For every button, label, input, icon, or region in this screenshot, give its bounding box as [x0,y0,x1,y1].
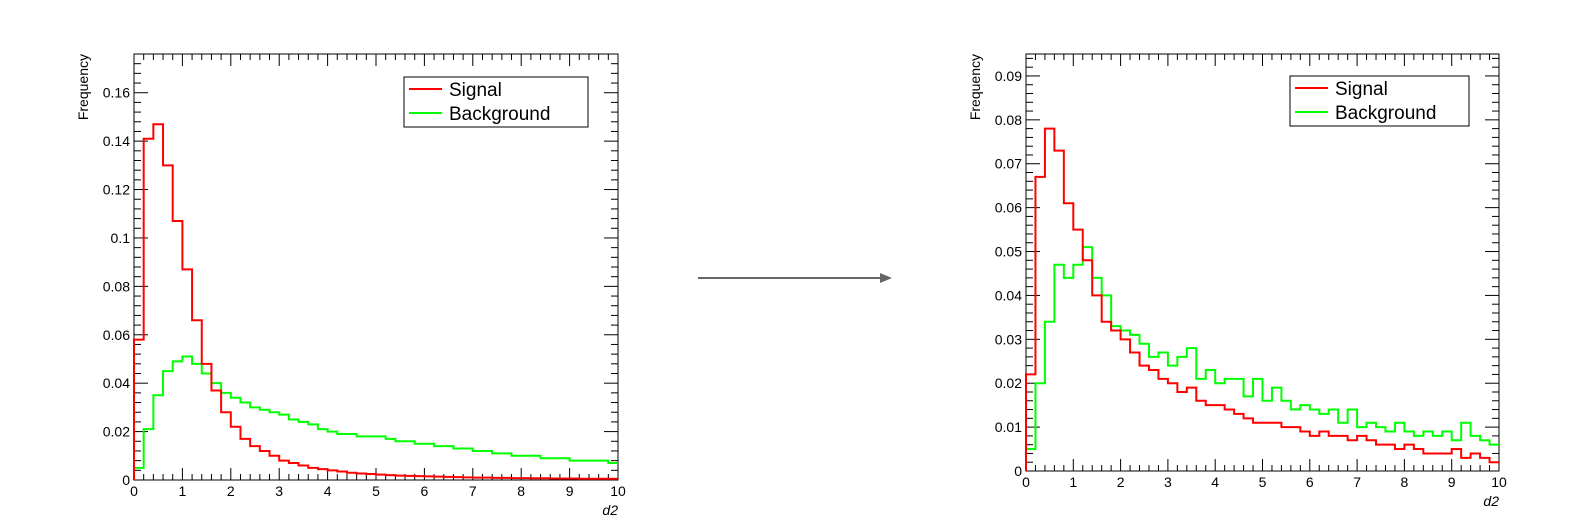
x-tick-label: 8 [517,483,525,499]
x-tick-label: 3 [1164,474,1172,490]
chart-2: 0 1 2 3 4 5 6 7 8 9 10 0 0.01 0.02 0.03 0.04 0.05 0.06 0.0… [967,53,1507,509]
x-tick-label: 1 [1069,474,1077,490]
chart-1: 0 1 2 3 4 5 6 7 8 9 10 0 0.02 0.04 0.06 0.08 0.1 0.12 0.14… [75,53,626,518]
x-tick-label: 2 [227,483,235,499]
legend-box [403,76,589,128]
x-tick-label: 10 [1491,474,1507,490]
series-signal-line [1025,127,1499,471]
x-tick-label: 6 [421,483,429,499]
x-tick-label: 9 [1448,474,1456,490]
legend-label-signal: Signal [449,80,502,101]
x-tick-label: 8 [1401,474,1409,490]
x-tick-label: 5 [1259,474,1267,490]
y-axis-title: Frequency [967,54,983,120]
y-tick-label: 0.09 [995,68,1022,84]
x-tick-label: 4 [1211,474,1219,490]
x-tick-label: 9 [566,483,574,499]
x-tick-label: 0 [1022,474,1030,490]
y-tick-label: 0.01 [995,419,1022,435]
legend-label-signal: Signal [1335,79,1388,100]
y-tick-label: 0.06 [995,200,1022,216]
y-tick-label: 0.12 [103,182,130,198]
series-background-line [1025,246,1499,471]
x-tick-label: 3 [275,483,283,499]
x-tick-label: 2 [1117,474,1125,490]
y-tick-label: 0.02 [995,375,1022,391]
y-tick-label: 0 [1014,463,1022,479]
y-tick-label: 0.04 [995,287,1022,303]
x-axis-title: d2 [602,502,618,518]
y-tick-label: 0.14 [103,133,130,149]
legend-label-background: Background [1335,103,1436,124]
y-tick-label: 0.1 [111,230,131,246]
legend-label-background: Background [449,104,550,125]
x-tick-label: 5 [372,483,380,499]
y-tick-label: 0.02 [103,424,130,440]
x-tick-label: 1 [179,483,187,499]
y-tick-label: 0.03 [995,331,1022,347]
y-tick-label: 0.05 [995,244,1022,260]
series-signal-line [133,123,618,480]
legend-box [1289,75,1470,127]
y-tick-label: 0.08 [103,278,130,294]
series-background-line [133,355,618,480]
x-axis-title: d2 [1483,493,1499,509]
y-tick-label: 0.07 [995,156,1022,172]
y-tick-label: 0 [122,472,130,488]
arrow-head [880,273,892,283]
x-tick-label: 4 [324,483,332,499]
x-tick-label: 0 [130,483,138,499]
y-axis-title: Frequency [75,54,91,120]
y-tick-label: 0.06 [103,327,130,343]
y-tick-label: 0.16 [103,85,130,101]
x-tick-label: 10 [610,483,626,499]
y-tick-label: 0.08 [995,112,1022,128]
x-tick-label: 7 [469,483,477,499]
x-tick-label: 7 [1353,474,1361,490]
y-tick-label: 0.04 [103,375,130,391]
x-tick-label: 6 [1306,474,1314,490]
